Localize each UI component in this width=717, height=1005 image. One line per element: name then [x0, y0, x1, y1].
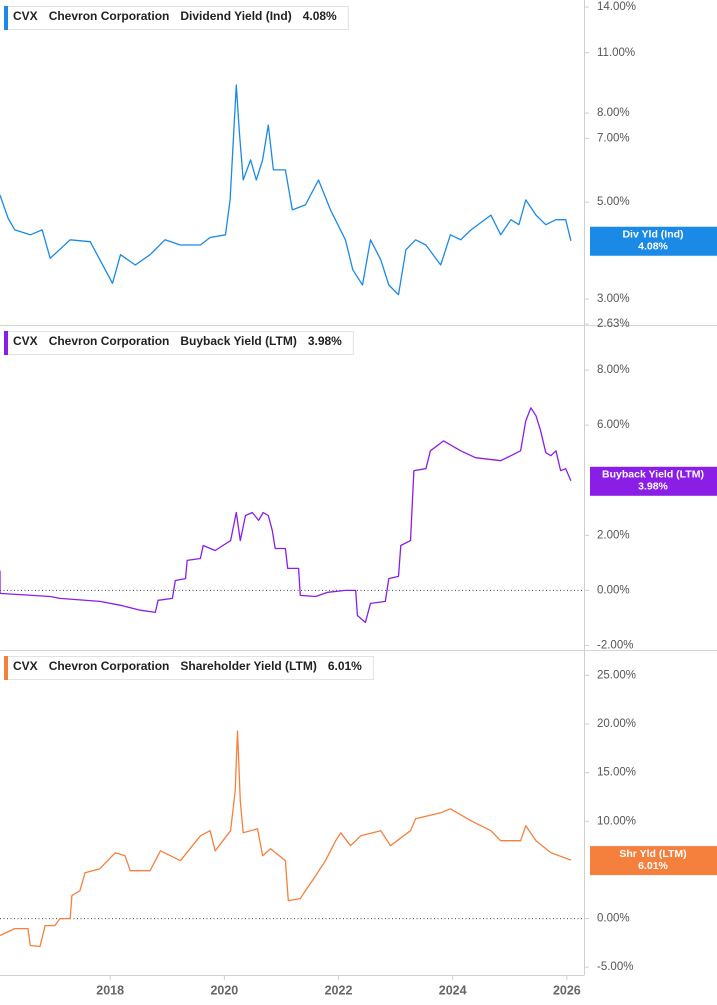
legend-value: 4.08% — [303, 9, 337, 23]
series-line — [0, 730, 572, 948]
y-tick-label: 8.00% — [597, 364, 630, 376]
y-tick-label: 10.00% — [597, 815, 636, 827]
legend-company: Chevron Corporation — [49, 9, 170, 23]
y-tick-label: 3.00% — [597, 293, 630, 305]
y-tick-label: 14.00% — [597, 1, 636, 13]
y-tick-label: 11.00% — [597, 47, 635, 59]
legend: CVX Chevron Corporation Dividend Yield (In… — [4, 6, 349, 30]
legend-value: 6.01% — [328, 659, 362, 673]
badge-value-label: 4.08% — [638, 241, 668, 253]
x-tick-label: 2022 — [325, 983, 353, 997]
last-value-badge — [590, 226, 717, 256]
legend-series-name: Dividend Yield (Ind) — [180, 9, 291, 23]
x-tick-label: 2018 — [96, 983, 124, 997]
legend-series-name: Shareholder Yield (LTM) — [180, 659, 316, 673]
legend-series-name: Buyback Yield (LTM) — [180, 334, 296, 348]
legend-value: 3.98% — [308, 334, 342, 348]
y-tick-label: -2.00% — [597, 640, 633, 652]
badge-series-name: Div Yld (Ind) — [622, 229, 683, 241]
series-line — [0, 84, 572, 296]
legend-ticker: CVX — [13, 659, 38, 673]
legend-company: Chevron Corporation — [49, 334, 170, 348]
y-tick-label: 2.00% — [597, 529, 630, 541]
y-tick-label: 25.00% — [597, 669, 636, 681]
y-tick-label: 5.00% — [597, 196, 630, 208]
badge-value-label: 3.98% — [638, 481, 668, 493]
x-tick-label: 2026 — [553, 983, 581, 997]
y-tick-label: 15.00% — [597, 767, 636, 779]
y-tick-label: 6.00% — [597, 419, 630, 431]
legend-company: Chevron Corporation — [49, 659, 170, 673]
series-line — [0, 407, 572, 624]
y-tick-label: -5.00% — [597, 961, 633, 973]
badge-series-name: Buyback Yield (LTM) — [602, 469, 704, 481]
badge-value-label: 6.01% — [638, 860, 668, 872]
x-tick-label: 2020 — [210, 983, 238, 997]
y-tick-label: 8.00% — [597, 107, 630, 119]
y-tick-label: 0.00% — [597, 584, 630, 596]
legend-swatch — [4, 331, 8, 355]
y-tick-label: 0.00% — [597, 913, 630, 925]
badge-series-name: Shr Yld (LTM) — [619, 848, 686, 860]
last-value-badge — [590, 466, 717, 496]
legend-swatch — [4, 6, 8, 30]
legend-ticker: CVX — [13, 9, 38, 23]
legend: CVX Chevron Corporation Buyback Yield (LTM… — [4, 331, 354, 355]
legend-swatch — [4, 656, 8, 680]
x-tick-label: 2024 — [439, 983, 467, 997]
y-tick-label: 2.63% — [597, 318, 630, 330]
legend: CVX Chevron Corporation Shareholder Yield … — [4, 656, 374, 680]
y-tick-label: 7.00% — [597, 132, 630, 144]
y-tick-label: 20.00% — [597, 718, 636, 730]
legend-ticker: CVX — [13, 334, 38, 348]
last-value-badge — [590, 846, 717, 876]
